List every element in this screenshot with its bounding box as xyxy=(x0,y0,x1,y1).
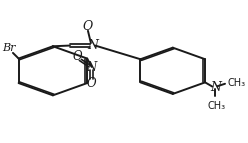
Text: N: N xyxy=(87,61,97,74)
Text: CH₃: CH₃ xyxy=(207,101,225,111)
Text: CH₃: CH₃ xyxy=(228,78,246,88)
Text: Br: Br xyxy=(2,43,15,53)
Text: N: N xyxy=(88,39,99,52)
Text: O: O xyxy=(83,20,93,33)
Text: O: O xyxy=(72,50,82,63)
Text: N: N xyxy=(210,81,221,94)
Text: O: O xyxy=(87,77,96,90)
